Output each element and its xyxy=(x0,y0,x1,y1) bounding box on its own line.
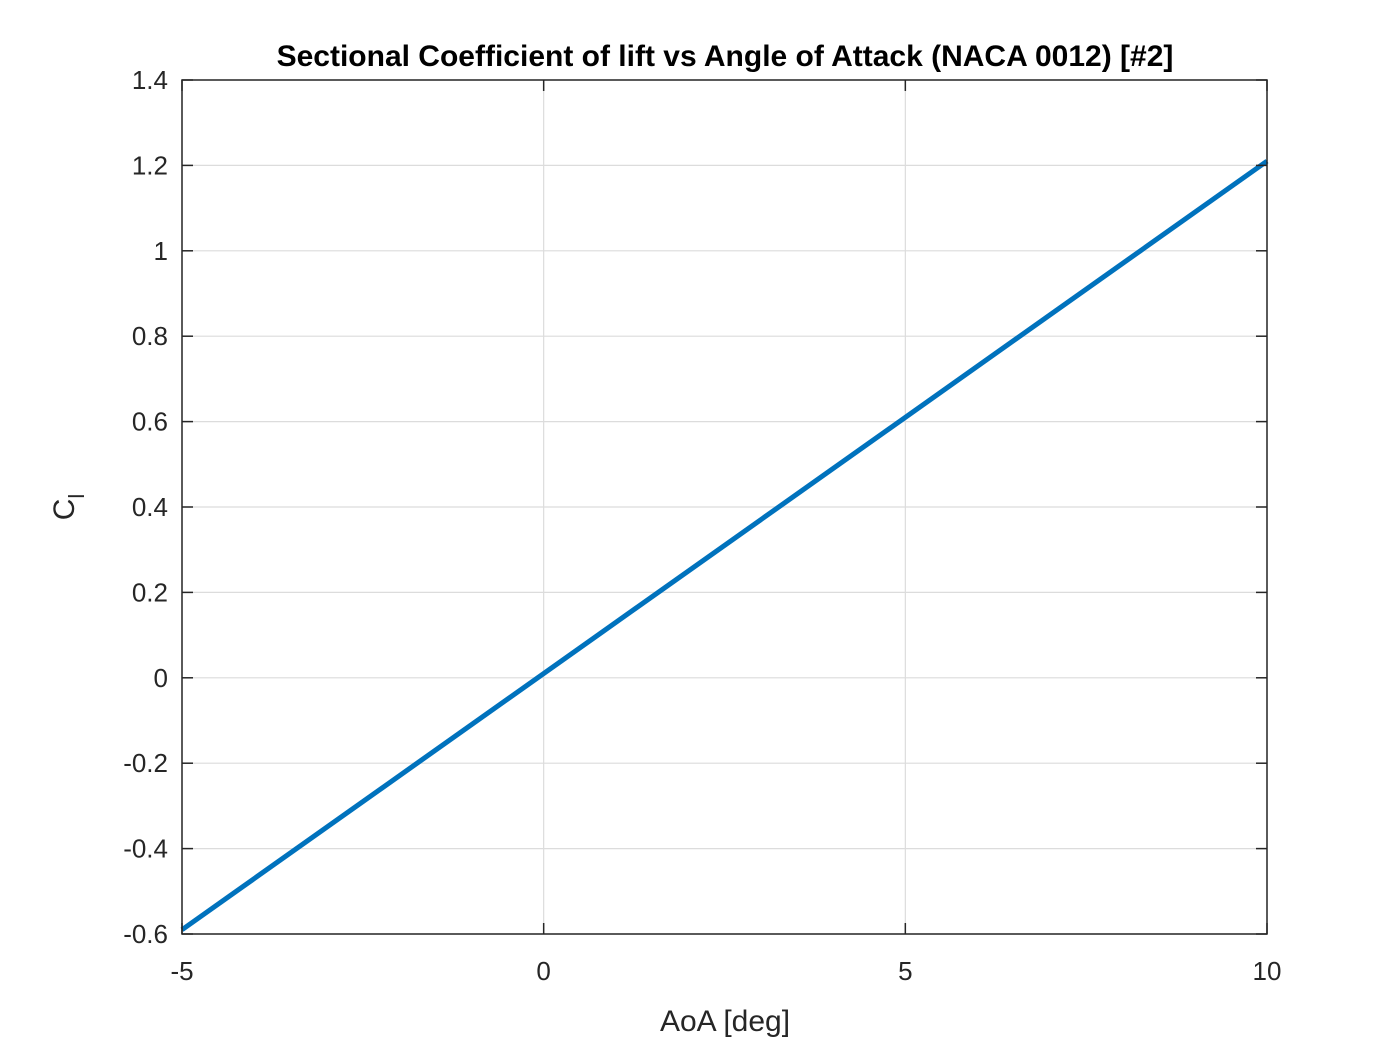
tick-marks xyxy=(181,79,1268,935)
x-tick-label: 0 xyxy=(536,956,550,986)
y-tick-label: 0 xyxy=(154,663,168,693)
x-tick-label: 5 xyxy=(898,956,912,986)
y-tick-label: -0.2 xyxy=(123,748,168,778)
y-axis-label: Cl xyxy=(48,494,89,521)
x-tick-label: -5 xyxy=(170,956,193,986)
y-tick-label: 0.4 xyxy=(132,492,168,522)
x-axis-label: AoA [deg] xyxy=(660,1005,790,1038)
y-tick-label: 1.4 xyxy=(132,65,168,95)
y-tick-label: 1.2 xyxy=(132,150,168,180)
series-layer xyxy=(180,159,1269,932)
chart-title: Sectional Coefficient of lift vs Angle o… xyxy=(277,40,1174,73)
y-axis-label-main: C xyxy=(48,499,81,521)
y-tick-label: 0.8 xyxy=(132,321,168,351)
y-tick-labels: -0.6 -0.4 -0.2 0 0.2 0.4 0.6 0.8 1 1.2 1.4 xyxy=(123,65,168,949)
y-tick-label: 0.2 xyxy=(132,577,168,607)
y-axis-label-subscript: l xyxy=(64,494,89,499)
y-tick-label: 1 xyxy=(154,236,168,266)
x-tick-labels: -5 0 5 10 xyxy=(170,956,1281,986)
y-tick-label: -0.4 xyxy=(123,834,168,864)
series-line xyxy=(180,159,1269,932)
y-tick-label: -0.6 xyxy=(123,919,168,949)
x-tick-label: 10 xyxy=(1253,956,1282,986)
y-tick-label: 0.6 xyxy=(132,407,168,437)
